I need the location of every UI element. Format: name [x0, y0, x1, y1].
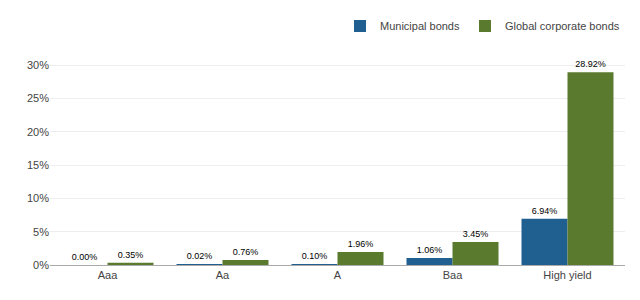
svg-text:1.06%: 1.06%: [417, 245, 443, 255]
svg-text:3.45%: 3.45%: [463, 229, 489, 239]
svg-text:0.35%: 0.35%: [118, 250, 144, 260]
svg-text:28.92%: 28.92%: [575, 59, 606, 69]
svg-text:30%: 30%: [27, 59, 49, 71]
svg-text:0.02%: 0.02%: [187, 251, 213, 261]
svg-text:5%: 5%: [33, 226, 49, 238]
svg-text:0.10%: 0.10%: [302, 251, 328, 261]
svg-text:Aa: Aa: [216, 269, 230, 281]
svg-text:15%: 15%: [27, 159, 49, 171]
svg-text:20%: 20%: [27, 126, 49, 138]
svg-text:Baa: Baa: [443, 269, 463, 281]
svg-text:Aaa: Aaa: [98, 269, 118, 281]
svg-text:0.00%: 0.00%: [72, 252, 98, 262]
svg-text:0%: 0%: [33, 259, 49, 271]
svg-text:High yield: High yield: [543, 269, 591, 281]
svg-text:6.94%: 6.94%: [532, 206, 558, 216]
svg-text:0.76%: 0.76%: [233, 247, 259, 257]
svg-text:25%: 25%: [27, 92, 49, 104]
svg-text:10%: 10%: [27, 192, 49, 204]
svg-text:Municipal bonds: Municipal bonds: [380, 20, 460, 32]
svg-text:Global corporate bonds: Global corporate bonds: [505, 20, 620, 32]
svg-text:1.96%: 1.96%: [348, 239, 374, 249]
svg-text:A: A: [334, 269, 342, 281]
